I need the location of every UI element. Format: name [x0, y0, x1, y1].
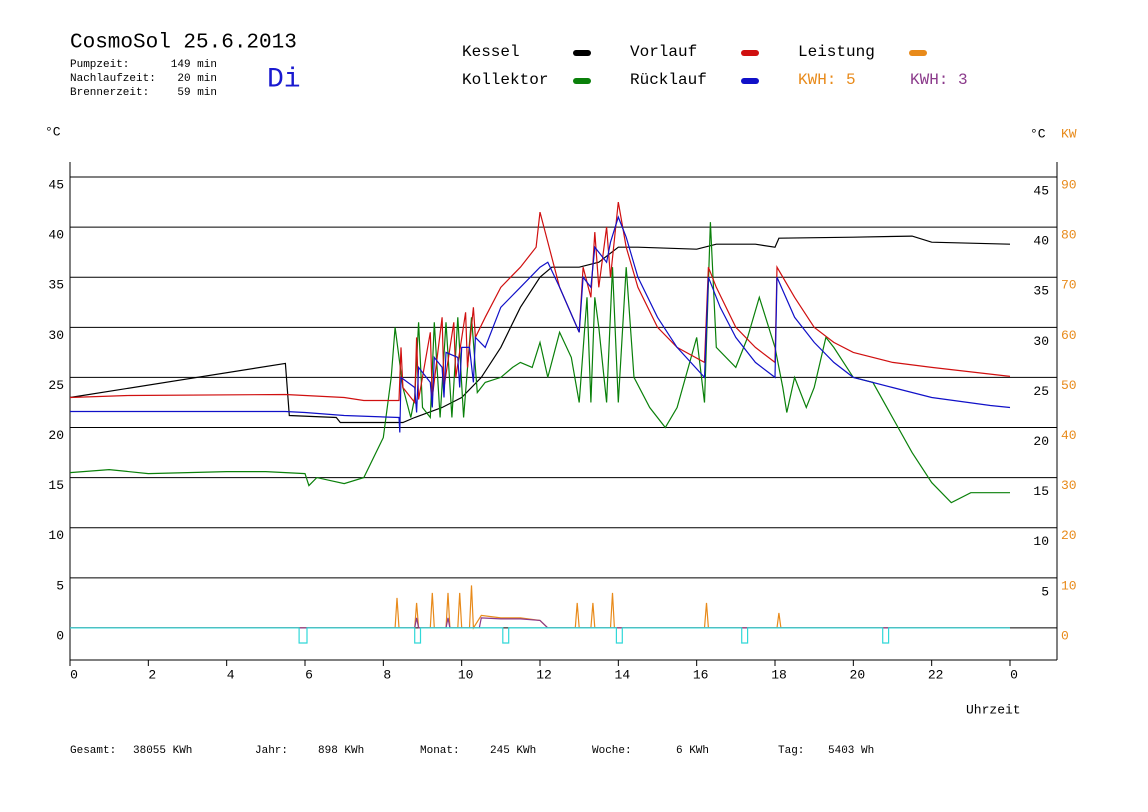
- series-line: [70, 215, 1011, 433]
- y-right-axis-label: °C: [1030, 126, 1046, 141]
- x-tick-label: 2: [148, 667, 156, 682]
- weekday: Di: [267, 64, 301, 95]
- series-line: [69, 201, 1011, 405]
- x-tick-label: 4: [227, 667, 235, 682]
- total-label: Jahr:: [255, 745, 288, 757]
- total-label: Woche:: [592, 745, 632, 757]
- y2-tick-label: 40: [1061, 428, 1077, 443]
- y2-tick-label: 80: [1061, 228, 1077, 243]
- y-tick-label: 15: [48, 478, 64, 493]
- y-right-tick-label: 30: [1033, 334, 1049, 349]
- y2-tick-label: 70: [1061, 278, 1077, 293]
- y-right-tick-label: 25: [1033, 384, 1049, 399]
- info-value: 149 min: [171, 59, 217, 71]
- y-right-tick-label: 20: [1033, 434, 1049, 449]
- kwh-label: KWH: 5: [798, 71, 856, 89]
- x-tick-label: 10: [458, 667, 474, 682]
- y2-axis-label: KW: [1061, 126, 1077, 141]
- y-tick-label: 35: [48, 278, 64, 293]
- series-line: [69, 222, 1010, 504]
- x-tick-label: 20: [850, 667, 866, 682]
- y-tick-label: 40: [48, 228, 64, 243]
- total-value: 245 KWh: [490, 745, 536, 757]
- x-tick-label: 0: [1010, 667, 1018, 682]
- y2-tick-label: 60: [1061, 328, 1077, 343]
- x-tick-label: 0: [70, 667, 78, 682]
- y-axis-label: °C: [45, 124, 61, 139]
- info-value: 59 min: [177, 87, 217, 99]
- y2-tick-label: 30: [1061, 478, 1077, 493]
- info-label: Pumpzeit:: [70, 59, 129, 71]
- series-line: [70, 627, 1010, 644]
- total-label: Gesamt:: [70, 745, 116, 757]
- total-value: 38055 KWh: [133, 745, 192, 757]
- x-tick-label: 6: [305, 667, 313, 682]
- total-value: 898 KWh: [318, 745, 364, 757]
- y-tick-label: 5: [56, 578, 64, 593]
- legend-label: Rücklauf: [630, 71, 707, 89]
- x-tick-label: 22: [928, 667, 944, 682]
- legend-label: Vorlauf: [630, 43, 697, 61]
- x-tick-label: 14: [615, 667, 631, 682]
- total-value: 5403 Wh: [828, 745, 874, 757]
- x-tick-label: 18: [771, 667, 787, 682]
- y-right-tick-label: 45: [1033, 183, 1049, 198]
- chart-title: CosmoSol 25.6.2013: [70, 32, 297, 55]
- info-label: Brennerzeit:: [70, 87, 149, 99]
- series-line: [70, 585, 1010, 630]
- series-line: [69, 235, 1011, 424]
- x-tick-label: 16: [693, 667, 709, 682]
- info-value: 20 min: [177, 73, 217, 85]
- total-label: Monat:: [420, 745, 460, 757]
- y-tick-label: 20: [48, 428, 64, 443]
- y-tick-label: 0: [56, 628, 64, 643]
- y-right-tick-label: 15: [1033, 484, 1049, 499]
- legend-label: Leistung: [798, 43, 875, 61]
- y-right-tick-label: 35: [1033, 284, 1049, 299]
- series-line: [70, 617, 1010, 629]
- y-tick-label: 30: [48, 328, 64, 343]
- x-tick-label: 8: [383, 667, 391, 682]
- total-label: Tag:: [778, 745, 804, 757]
- y2-tick-label: 90: [1061, 177, 1077, 192]
- y-right-tick-label: 10: [1033, 534, 1049, 549]
- info-label: Nachlaufzeit:: [70, 73, 156, 85]
- total-value: 6 KWh: [676, 745, 709, 757]
- y2-tick-label: 20: [1061, 528, 1077, 543]
- kwh-label: KWH: 3: [910, 71, 968, 89]
- y2-tick-label: 10: [1061, 578, 1077, 593]
- x-tick-label: 12: [536, 667, 552, 682]
- y2-tick-label: 50: [1061, 378, 1077, 393]
- y-tick-label: 45: [48, 177, 64, 192]
- y-tick-label: 10: [48, 528, 64, 543]
- legend-label: Kollektor: [462, 71, 548, 89]
- y2-tick-label: 0: [1061, 628, 1069, 643]
- x-axis-label: Uhrzeit: [966, 702, 1021, 717]
- y-tick-label: 25: [48, 378, 64, 393]
- y-right-tick-label: 40: [1033, 234, 1049, 249]
- legend-label: Kessel: [462, 43, 520, 61]
- y-right-tick-label: 5: [1041, 584, 1049, 599]
